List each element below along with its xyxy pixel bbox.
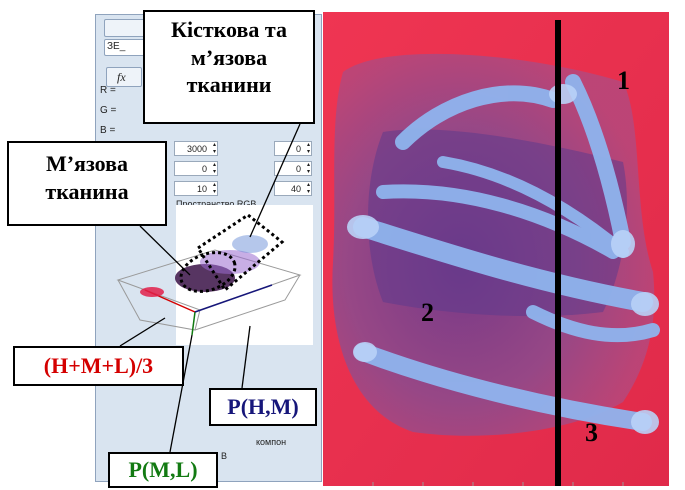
channel-label-g: G = (100, 105, 117, 116)
region-number-2: 2 (421, 298, 434, 327)
muscle-callout: М’язова тканина (7, 141, 167, 226)
spinner-right-3[interactable]: 40 (274, 181, 312, 196)
spinner-right-1[interactable]: 0 (274, 141, 312, 156)
rgb-scatter-plot (176, 205, 313, 345)
fx-icon: fx (117, 70, 126, 84)
spinner-2[interactable]: 0 (174, 161, 218, 176)
bone-muscle-callout: Кісткова та м’язова тканини (143, 10, 315, 124)
xray-image (323, 12, 669, 486)
component-small-label: B (221, 451, 228, 461)
callout-line: тканини (186, 72, 272, 97)
text-box-value: ЗЕ_ (107, 41, 126, 52)
callout-line: Кісткова та (171, 17, 287, 42)
spinner-3[interactable]: 10 (174, 181, 218, 196)
spinner-1[interactable]: 3000 (174, 141, 218, 156)
text-box[interactable]: ЗЕ_ (104, 39, 146, 56)
phm-axis-label: P(H,M) (209, 388, 317, 426)
function-button[interactable]: fx (106, 67, 142, 87)
callout-line: тканина (45, 178, 129, 204)
rgb-space-title: Пространство RGB (176, 199, 257, 209)
pml-axis-label: P(M,L) (108, 452, 218, 488)
component-label: компон (256, 437, 287, 447)
callout-line: м’язова (190, 44, 268, 70)
hml-axis-label: (H+M+L)/3 (13, 346, 184, 386)
channel-label-b: B = (100, 125, 116, 136)
callout-line: М’язова (45, 151, 129, 176)
channel-label-r: R = (100, 85, 116, 96)
toolbar-button[interactable] (104, 19, 146, 37)
region-number-3: 3 (585, 418, 598, 447)
spinner-right-2[interactable]: 0 (274, 161, 312, 176)
region-number-1: 1 (617, 66, 630, 95)
